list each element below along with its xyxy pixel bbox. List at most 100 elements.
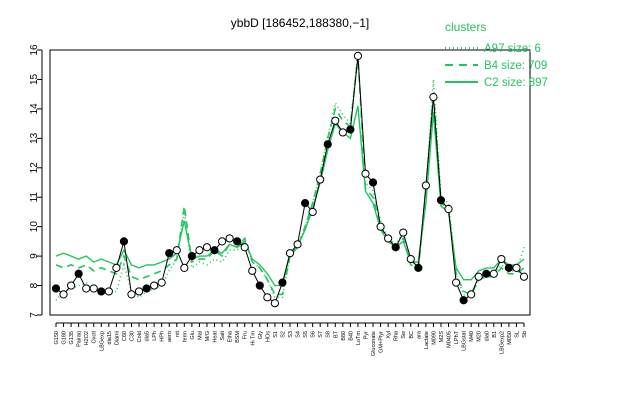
- x-tick-label: S8: [326, 331, 332, 338]
- y-tick-label: 14: [29, 103, 40, 115]
- data-point: [467, 290, 476, 299]
- x-tick-label: M2S: [439, 331, 445, 343]
- x-tick-label: BSM: [235, 331, 241, 343]
- x-tick-label: B1: [492, 331, 498, 338]
- data-point: [406, 254, 415, 264]
- data-point: [300, 199, 310, 208]
- data-point: [368, 178, 378, 187]
- x-tick-label: LBGexp: [99, 331, 105, 351]
- data-point: [436, 196, 446, 205]
- x-tick-label: M050: [507, 331, 513, 345]
- x-tick-label: C30: [129, 331, 135, 341]
- data-point: [225, 234, 234, 243]
- data-point: [270, 299, 280, 308]
- y-tick-label: 16: [29, 44, 40, 56]
- data-point: [240, 243, 249, 252]
- x-tick-label: M0405: [447, 331, 453, 348]
- data-point: [399, 228, 408, 237]
- data-point: [187, 252, 196, 261]
- x-tick-label: S3: [288, 331, 294, 338]
- y-tick-label: 10: [29, 221, 40, 233]
- x-tick-label: Diami: [114, 331, 120, 345]
- data-point: [497, 254, 506, 264]
- data-point: [504, 263, 514, 272]
- legend-title: clusters: [445, 20, 486, 34]
- y-tick-label: 11: [29, 192, 40, 203]
- data-point: [233, 237, 242, 246]
- x-tick-label: GM+Ptyr: [379, 331, 385, 353]
- data-point: [150, 281, 159, 290]
- data-point: [97, 287, 106, 296]
- data-point: [112, 263, 121, 272]
- data-point: [51, 284, 61, 293]
- data-point: [263, 293, 272, 302]
- x-tick-label: Sb: [522, 331, 528, 338]
- data-point: [338, 128, 347, 137]
- data-point: [119, 237, 129, 246]
- x-tick-label: H2O2: [84, 331, 90, 345]
- data-point: [391, 243, 400, 252]
- data-point: [248, 266, 257, 275]
- x-tick-label: Oxctl: [92, 331, 98, 344]
- x-tick-label: M40: [469, 331, 475, 342]
- data-point: [59, 290, 68, 299]
- x-tick-label: Etha: [228, 330, 234, 342]
- legend: clusters A97 size: 6 B4 size: 709 C2 siz…: [445, 20, 548, 89]
- x-tick-label: S7: [318, 331, 324, 338]
- x-tick-label: Gluconate: [371, 331, 377, 356]
- data-point: [451, 278, 461, 287]
- x-tick-label: aero: [167, 331, 173, 342]
- data-point: [82, 284, 91, 293]
- data-point: [474, 272, 483, 281]
- x-tick-label: LBGstat: [462, 331, 468, 351]
- x-tick-label: Xyl: [386, 331, 392, 339]
- x-tick-label: HOs: [265, 331, 271, 342]
- data-point: [519, 272, 529, 281]
- x-tick-label: dia5: [145, 331, 151, 341]
- y-tick-label: 12: [29, 162, 40, 174]
- x-tick-label: HPh: [160, 331, 166, 342]
- x-tick-label: Pyr: [363, 331, 369, 339]
- data-point: [74, 269, 83, 278]
- x-tick-label: M090: [431, 331, 437, 345]
- x-tick-label: Sw: [401, 331, 407, 339]
- x-tick-label: M/G: [205, 331, 211, 341]
- data-point: [195, 246, 204, 255]
- data-point: [104, 287, 113, 296]
- x-tick-label: Pairaq: [77, 331, 83, 347]
- data-point: [210, 246, 219, 255]
- x-tick-label: G150: [54, 331, 60, 344]
- data-point: [134, 287, 144, 296]
- data-point: [414, 263, 423, 272]
- y-tick-label: 8: [29, 282, 40, 288]
- data-point: [429, 93, 438, 102]
- data-point: [384, 234, 393, 243]
- x-tick-label: dia0: [484, 331, 490, 341]
- points-connector: [55, 55, 525, 305]
- x-tick-label: S4: [296, 331, 302, 338]
- data-point: [353, 51, 363, 60]
- x-tick-label: S1: [273, 331, 279, 338]
- y-tick-label: 9: [29, 253, 40, 259]
- legend-a97-label: A97 size: 6: [484, 43, 541, 55]
- points-layer: [51, 51, 529, 308]
- x-tick-label: S5: [303, 331, 309, 338]
- x-tick-label: Heat: [213, 331, 219, 343]
- x-tick-label: Glu: [190, 331, 196, 340]
- legend-c2-label: C2 size: 897: [484, 77, 548, 89]
- x-tick-label: Gly: [258, 331, 264, 340]
- x-tick-label: Salt: [220, 331, 226, 341]
- x-tick-label: S6: [311, 331, 317, 338]
- data-point: [482, 269, 491, 278]
- y-tick-label: 13: [29, 132, 40, 144]
- data-point: [376, 222, 385, 231]
- x-tick-label: SL: [514, 331, 520, 338]
- y-tick-label: 15: [29, 73, 40, 85]
- x-tick-label: S2: [280, 331, 286, 338]
- data-point: [165, 249, 174, 258]
- data-point: [346, 125, 355, 134]
- x-tick-label: C60: [122, 331, 128, 341]
- data-point: [489, 269, 498, 278]
- data-point: [285, 249, 295, 258]
